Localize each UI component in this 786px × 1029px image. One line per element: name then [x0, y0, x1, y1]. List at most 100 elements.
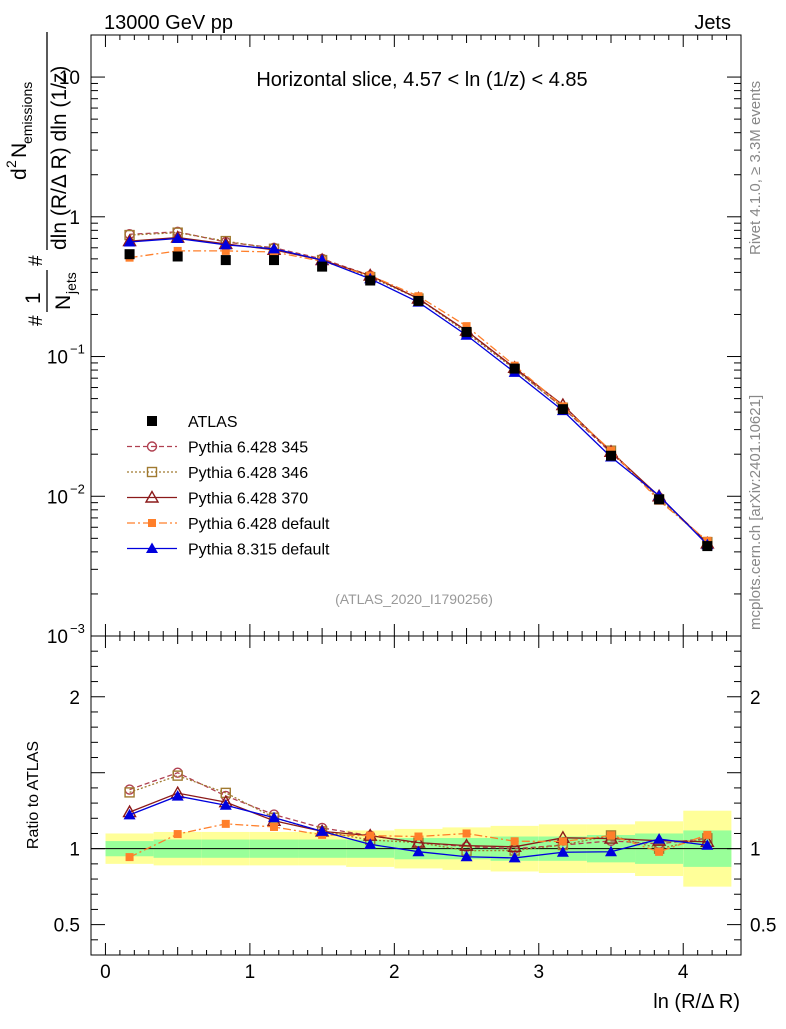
- legend-marker: [144, 490, 160, 503]
- data-point: [365, 275, 376, 286]
- svg-text:N: N: [8, 143, 31, 158]
- ratio-y-tick-label-right: 0.5: [750, 916, 776, 937]
- y-tick-exponent: −3: [70, 621, 85, 636]
- series-point-4: [268, 242, 281, 254]
- rivet-label: Rivet 4.1.0, ≥ 3.3M events: [747, 81, 764, 255]
- analysis-tag: (ATLAS_2020_I1790256): [335, 591, 493, 607]
- legend-marker: [146, 441, 158, 452]
- legend: ATLAS Pythia 6.428 345 Pythia 6.428 346 Pyt…: [127, 414, 330, 559]
- main-series: [122, 226, 715, 552]
- x-tick-label: 0: [100, 962, 111, 983]
- svg-text:emissions: emissions: [19, 82, 35, 144]
- legend-marker: [147, 416, 157, 426]
- ratio-point-1: [172, 770, 183, 781]
- x-tick-label: 1: [245, 962, 256, 983]
- energy-label: 13000 GeV pp: [104, 12, 233, 34]
- ratio-point-3: [125, 853, 134, 862]
- ratio-point-4: [171, 790, 184, 801]
- ratio-y-tick-label: 0.5: [54, 916, 80, 937]
- y-tick-label: 10: [59, 68, 80, 89]
- data-point: [317, 261, 328, 272]
- x-tick-label: 4: [678, 962, 689, 983]
- data-point: [220, 255, 231, 266]
- x-axis-label: ln (R/Δ R): [653, 991, 740, 1013]
- data-point: [461, 326, 472, 337]
- data-point: [413, 295, 424, 306]
- legend-label: Pythia 6.428 345: [188, 440, 308, 457]
- data-point: [269, 255, 280, 266]
- ratio-point-2: [507, 839, 522, 853]
- ratio-point-1: [124, 787, 135, 798]
- legend-marker: [148, 519, 156, 527]
- series-point-4: [171, 232, 184, 243]
- ratio-y-tick-label: 1: [69, 840, 80, 861]
- legend-label: Pythia 6.428 346: [188, 465, 308, 482]
- y-tick-label: 10: [47, 627, 68, 648]
- data-point: [124, 249, 135, 260]
- ratio-point-4: [268, 811, 281, 823]
- svg-text:1: 1: [22, 292, 45, 304]
- ratio-point-4: [556, 846, 569, 857]
- ratio-point-4: [653, 833, 666, 844]
- y-tick-label: 1: [69, 208, 80, 229]
- series-point-3: [607, 446, 615, 455]
- data-point: [702, 541, 713, 552]
- svg-text:2: 2: [3, 160, 19, 168]
- y-tick-label: 10: [47, 348, 68, 369]
- data-point: [557, 404, 568, 415]
- ratio-series: [122, 767, 715, 863]
- ratio-axes: 0 1 2 3 4 0.5 0.5 1 1 2 2: [54, 635, 776, 983]
- ratio-point-4: [460, 850, 473, 862]
- legend-marker: [146, 466, 158, 478]
- x-tick-label: 3: [533, 962, 544, 983]
- ratio-point-3: [703, 830, 712, 839]
- y-tick-exponent: −2: [70, 481, 85, 496]
- ratio-point-3: [414, 832, 423, 841]
- data-point: [654, 494, 665, 505]
- chart-title: Horizontal slice, 4.57 < ln (1/z) < 4.85: [256, 69, 587, 91]
- data-point: [509, 363, 520, 374]
- series-point-3: [173, 246, 182, 255]
- svg-text:#: #: [26, 255, 47, 266]
- ratio-y-tick-label-right: 2: [750, 688, 761, 709]
- category-label: Jets: [694, 12, 731, 34]
- data-point: [172, 251, 183, 262]
- series-point-3: [462, 322, 471, 331]
- ratio-point-3: [558, 837, 567, 846]
- svg-text:N: N: [52, 295, 75, 310]
- ratio-point-3: [173, 830, 182, 839]
- ratio-point-3: [655, 847, 664, 856]
- svg-text:#: #: [26, 315, 47, 326]
- legend-label: Pythia 6.428 default: [188, 516, 330, 533]
- source-label: mcplots.cern.ch [arXiv:2401.10621]: [747, 395, 764, 630]
- svg-text:d: d: [8, 168, 31, 180]
- svg-text:dln (R/Δ R) dln (1/z): dln (R/Δ R) dln (1/z): [48, 66, 71, 250]
- ratio-point-4: [364, 838, 377, 849]
- ratio-frame: [90, 635, 742, 956]
- ratio-point-4: [508, 851, 521, 863]
- ratio-point-4: [605, 845, 617, 857]
- ratio-point-4: [701, 839, 714, 850]
- ratio-point-3: [510, 837, 519, 846]
- ratio-point-4: [316, 825, 329, 836]
- ratio-y-axis-label: Ratio to ATLAS: [25, 741, 42, 849]
- ratio-point-4: [123, 808, 136, 820]
- ratio-point-4: [219, 799, 232, 810]
- ratio-y-tick-label-right: 1: [750, 840, 761, 861]
- legend-label: Pythia 6.428 370: [188, 491, 308, 508]
- ratio-point-3: [366, 831, 375, 840]
- y-tick-label: 10: [47, 487, 68, 508]
- ratio-point-4: [412, 845, 425, 857]
- ratio-point-3: [607, 831, 615, 840]
- ratio-point-3: [221, 819, 230, 828]
- ratio-point-3: [462, 829, 471, 838]
- series-point-3: [221, 246, 230, 255]
- series-point-4: [219, 238, 232, 250]
- svg-text:jets: jets: [63, 272, 79, 295]
- series-point-4: [123, 236, 136, 247]
- y-axis-label: # 1 N jets # d 2 N emissions dln (R/Δ R)…: [3, 32, 79, 326]
- data-point: [606, 450, 616, 461]
- ratio-point-2: [459, 838, 474, 851]
